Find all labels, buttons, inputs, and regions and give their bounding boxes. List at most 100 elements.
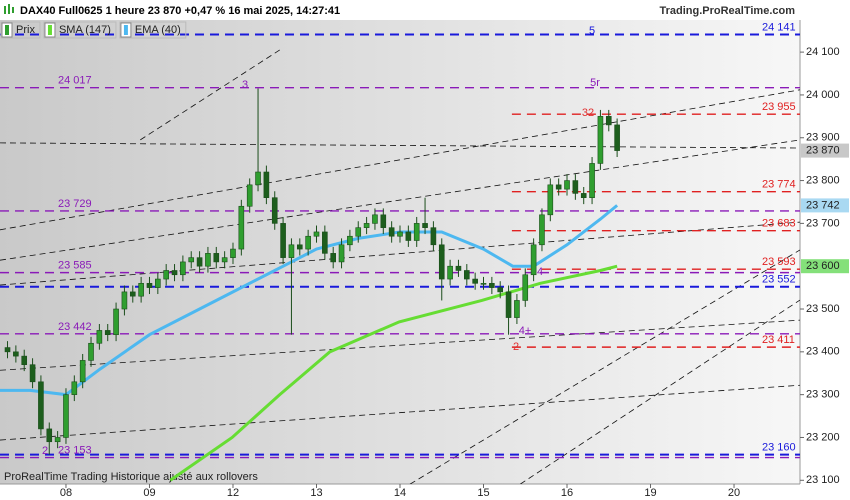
candle-body	[213, 253, 220, 263]
candle-body	[88, 342, 94, 361]
candle-body	[438, 244, 445, 280]
x-tick-label: 14	[394, 487, 406, 499]
y-tick-label: 23 800	[806, 174, 840, 186]
candle-body	[422, 223, 428, 228]
legend-label: SMA (147)	[59, 24, 111, 36]
header-bar	[0, 0, 850, 20]
legend-item: SMA (147)	[43, 21, 117, 39]
candle-body	[413, 223, 420, 241]
candle-body	[380, 214, 387, 228]
trendline	[0, 89, 800, 231]
candle-body	[196, 257, 203, 267]
level-label: 24 017	[58, 75, 92, 87]
candle-body	[38, 381, 44, 430]
candle-body	[96, 330, 103, 344]
candle-body	[79, 360, 86, 383]
candle-body	[313, 231, 320, 237]
y-tick-label: 23 300	[806, 389, 840, 401]
candle-body	[555, 184, 562, 190]
wave-label: 5r	[590, 77, 600, 89]
candle-body	[4, 347, 11, 353]
price-tag-label: 23 870	[806, 144, 840, 156]
x-tick-label: 16	[561, 487, 573, 499]
candle-body	[597, 116, 604, 164]
trendline	[140, 49, 280, 141]
legend-frame	[119, 21, 187, 39]
wave-label: 4	[537, 266, 543, 278]
level-label: 23 442	[58, 321, 92, 333]
candle-body	[188, 257, 195, 263]
candle-body	[171, 270, 178, 276]
level-label: 23 160	[762, 442, 796, 454]
level-label: 24 141	[762, 21, 796, 33]
candle-body	[288, 244, 295, 258]
candle-body	[372, 214, 378, 224]
candle-body	[505, 291, 512, 318]
chart-title: DAX40 Full0625 1 heure 23 870 +0,47 % 16…	[20, 5, 340, 17]
trendline	[0, 319, 800, 371]
candle-body	[180, 261, 186, 276]
candle-body	[46, 428, 53, 443]
y-tick-label: 24 100	[806, 46, 840, 58]
candle-body	[388, 227, 395, 237]
x-tick-label: 12	[227, 487, 239, 499]
candle-body	[514, 300, 520, 318]
candle-body	[13, 351, 19, 357]
title-icon	[4, 4, 14, 14]
y-tick-label: 23 500	[806, 303, 840, 315]
y-tick-label: 23 700	[806, 217, 840, 229]
x-tick-label: 09	[143, 487, 155, 499]
legend-label: EMA (40)	[135, 24, 181, 36]
candle-body	[480, 283, 487, 285]
trendline	[0, 384, 800, 441]
candle-body	[580, 193, 587, 198]
trendline	[0, 142, 800, 149]
legend-swatch	[123, 25, 128, 35]
price-tag	[801, 198, 849, 213]
price-tag	[801, 143, 849, 158]
candle-body	[255, 171, 261, 186]
level-label: 23 955	[762, 101, 796, 113]
x-tick-label: 15	[477, 487, 489, 499]
candle-body	[271, 197, 278, 224]
candle-body	[363, 223, 370, 228]
x-tick-label: 13	[310, 487, 322, 499]
candle-body	[464, 270, 470, 280]
legend-item: Prix	[0, 21, 41, 39]
candle-body	[355, 227, 362, 237]
plot-background	[0, 20, 800, 484]
candle-body	[430, 227, 437, 246]
candle-body	[447, 265, 453, 280]
candle-body	[405, 231, 412, 241]
candle-body	[530, 244, 537, 276]
candle-body	[564, 180, 570, 190]
price-tag	[801, 259, 849, 274]
level-label: 23 774	[762, 179, 796, 191]
wave-label: 5	[589, 25, 595, 37]
candle-body	[104, 330, 111, 336]
candle-body	[322, 231, 328, 254]
y-tick-label: 23 200	[806, 431, 840, 443]
candle-body	[113, 308, 119, 336]
candle-body	[489, 283, 495, 288]
level-label: 23 683	[762, 218, 796, 230]
candle-body	[246, 184, 253, 207]
candle-body	[280, 223, 286, 258]
candle-body	[155, 278, 161, 288]
candle-body	[21, 355, 28, 365]
level-label: 23 552	[762, 274, 796, 286]
legend-swatch	[47, 25, 52, 35]
trendline	[0, 221, 800, 286]
legend-frame	[43, 21, 117, 39]
wave-label: 3	[242, 79, 248, 91]
x-tick-label: 19	[644, 487, 656, 499]
y-tick-label: 24 000	[806, 89, 840, 101]
level-label: 23 729	[58, 198, 92, 210]
candle-body	[238, 205, 245, 250]
candle-body	[472, 278, 478, 284]
trendline	[409, 249, 800, 484]
legend-label: Prix	[16, 24, 35, 36]
candle-body	[29, 364, 36, 383]
candle-body	[296, 244, 303, 250]
